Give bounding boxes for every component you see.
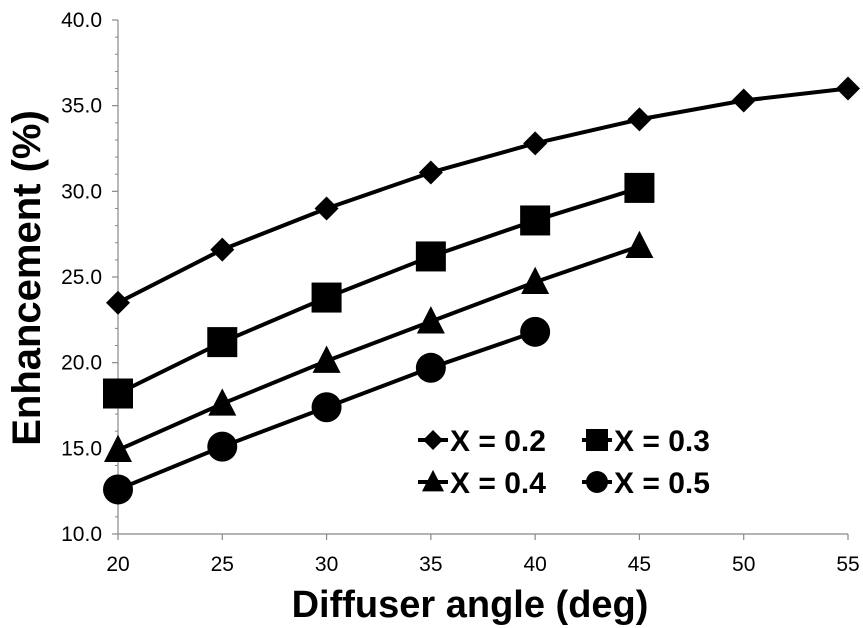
series-line bbox=[117, 86, 849, 305]
data-point-diamond bbox=[314, 196, 339, 221]
data-point-square bbox=[415, 241, 446, 272]
data-point-diamond bbox=[627, 107, 652, 132]
data-point-circle bbox=[207, 431, 238, 462]
data-point-triangle bbox=[521, 266, 550, 295]
series-line bbox=[117, 244, 641, 452]
legend-marker-circle bbox=[586, 471, 608, 493]
data-point-square bbox=[103, 378, 133, 409]
series-2 bbox=[103, 172, 655, 409]
data-point-triangle bbox=[104, 434, 132, 462]
x-tick-label: 20 bbox=[106, 553, 129, 576]
data-point-square bbox=[207, 327, 238, 358]
legend-label: X = 0.4 bbox=[450, 467, 546, 500]
ticks: 10.0 15.0 20.0 25.0 30.0 35.0 40.0 20 25 30 35 40 45… bbox=[61, 9, 860, 576]
legend-item-2: X = 0.3 bbox=[582, 425, 710, 458]
data-point-diamond bbox=[210, 237, 235, 262]
y-tick-label: 10.0 bbox=[61, 523, 102, 546]
data-point-square bbox=[624, 172, 655, 203]
data-point-triangle bbox=[208, 388, 237, 416]
series-4 bbox=[103, 316, 551, 505]
legend-item-1: X = 0.2 bbox=[418, 425, 546, 458]
y-tick-label: 35.0 bbox=[61, 95, 102, 118]
legend-marker-diamond bbox=[423, 430, 443, 450]
data-point-triangle bbox=[312, 345, 341, 373]
legend: X = 0.2 X = 0.3 X = 0.4 X = 0.5 bbox=[418, 425, 710, 500]
series-layer bbox=[103, 76, 860, 505]
legend-item-3: X = 0.4 bbox=[418, 467, 546, 500]
data-point-circle bbox=[520, 316, 551, 347]
data-point-circle bbox=[103, 474, 133, 505]
y-tick-label: 40.0 bbox=[61, 9, 102, 32]
data-point-diamond bbox=[523, 131, 548, 156]
data-point-diamond bbox=[731, 88, 756, 113]
y-tick-label: 30.0 bbox=[61, 180, 102, 203]
legend-label: X = 0.5 bbox=[614, 467, 710, 500]
data-point-diamond bbox=[106, 290, 130, 315]
x-tick-label: 40 bbox=[523, 553, 546, 576]
data-point-diamond bbox=[418, 160, 443, 185]
x-tick-label: 50 bbox=[732, 553, 755, 576]
legend-item-4: X = 0.5 bbox=[582, 467, 710, 500]
y-axis-title: Enhancement (%) bbox=[5, 110, 49, 446]
y-tick-label: 15.0 bbox=[61, 437, 102, 460]
legend-marker-triangle bbox=[422, 469, 444, 492]
x-tick-label: 45 bbox=[628, 553, 651, 576]
x-tick-label: 35 bbox=[419, 553, 442, 576]
legend-label: X = 0.3 bbox=[614, 425, 710, 458]
series-line bbox=[117, 185, 641, 396]
series-3 bbox=[104, 230, 654, 462]
legend-marker-square bbox=[586, 429, 608, 451]
x-tick-label: 30 bbox=[315, 553, 338, 576]
legend-label: X = 0.2 bbox=[450, 425, 546, 458]
data-point-circle bbox=[415, 352, 446, 383]
data-point-square bbox=[520, 205, 551, 236]
series-1 bbox=[106, 76, 860, 315]
x-axis-title: Diffuser angle (deg) bbox=[292, 584, 649, 626]
data-point-square bbox=[311, 282, 342, 313]
data-point-triangle bbox=[416, 306, 445, 334]
x-tick-label: 55 bbox=[836, 553, 859, 576]
data-point-diamond bbox=[836, 76, 860, 101]
data-point-triangle bbox=[625, 230, 654, 259]
y-tick-label: 20.0 bbox=[61, 352, 102, 375]
x-tick-label: 25 bbox=[211, 553, 234, 576]
data-point-circle bbox=[311, 392, 342, 423]
y-tick-label: 25.0 bbox=[61, 266, 102, 289]
